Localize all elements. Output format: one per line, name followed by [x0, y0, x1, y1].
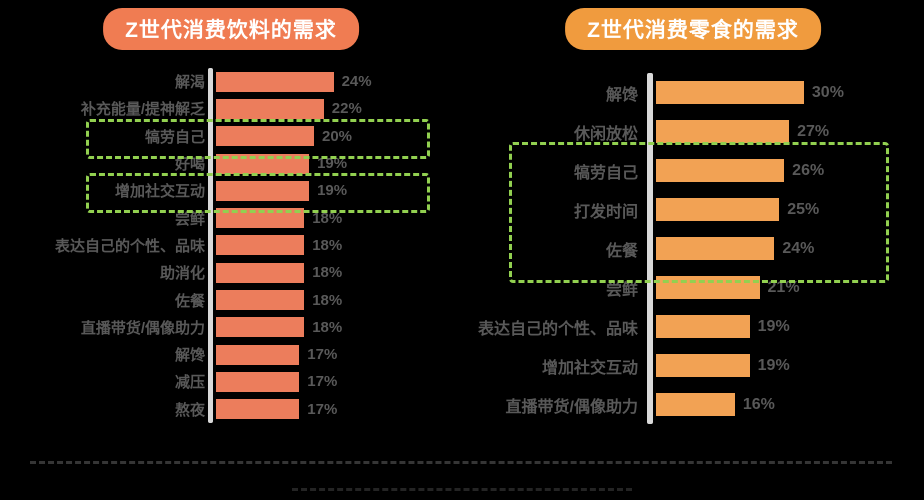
bar	[216, 371, 300, 392]
bar	[216, 235, 305, 256]
category-label: 佐餐	[605, 242, 638, 260]
category-label: 减压	[174, 374, 205, 392]
bar	[656, 315, 750, 338]
bar-row: 犒劳自己 26%	[462, 151, 924, 190]
bar	[656, 237, 775, 260]
category-label: 休闲放松	[573, 125, 638, 143]
bar	[216, 262, 305, 283]
axis-baseline	[647, 73, 653, 424]
value-label: 18%	[312, 318, 343, 336]
bar	[216, 98, 324, 119]
bar-row: 犒劳自己 20%	[0, 123, 462, 150]
bar	[216, 126, 314, 147]
bar-row: 补充能量/提神解乏 22%	[0, 95, 462, 122]
beverage-chart-title: Z世代消费饮料的需求	[103, 8, 359, 50]
bar-row: 尝鲜 21%	[462, 268, 924, 307]
bar-row: 直播带货/偶像助力 16%	[462, 385, 924, 424]
bar	[216, 317, 305, 338]
bar	[656, 393, 735, 416]
value-label: 30%	[811, 83, 844, 101]
value-label: 19%	[317, 155, 348, 173]
category-label: 熬夜	[174, 401, 205, 419]
bar-row: 好喝 19%	[0, 150, 462, 177]
footer-dashed-line-small	[292, 488, 632, 491]
value-label: 25%	[787, 200, 820, 218]
category-label: 补充能量/提神解乏	[80, 101, 205, 119]
bar-row: 尝鲜 18%	[0, 205, 462, 232]
bar-row: 增加社交互动 19%	[0, 177, 462, 204]
snack-demand-chart: Z世代消费零食的需求 解馋 30% 休闲放松 27% 犒劳自己 26% 打发时间 25% 佐餐 2…	[462, 0, 924, 500]
value-label: 18%	[312, 291, 343, 309]
snack-chart-title: Z世代消费零食的需求	[565, 8, 821, 50]
bar-row: 休闲放松 27%	[462, 112, 924, 151]
bar-row: 熬夜 17%	[0, 396, 462, 423]
beverage-demand-chart: Z世代消费饮料的需求 解渴 24% 补充能量/提神解乏 22% 犒劳自己 20% 好喝 19%…	[0, 8, 462, 423]
category-label: 打发时间	[573, 203, 638, 221]
value-label: 18%	[312, 264, 343, 282]
bar-row: 佐餐 18%	[0, 286, 462, 313]
bar-row: 佐餐 24%	[462, 229, 924, 268]
bar	[656, 198, 780, 221]
value-label: 19%	[757, 356, 790, 374]
bar	[216, 399, 300, 420]
category-label: 尝鲜	[174, 210, 205, 228]
bar	[216, 208, 305, 229]
category-label: 解馋	[174, 347, 205, 365]
category-label: 解馋	[605, 86, 638, 104]
footer-dashed-line	[30, 461, 892, 464]
bar-row: 减压 17%	[0, 368, 462, 395]
bar	[656, 120, 790, 143]
category-label: 直播带货/偶像助力	[505, 398, 638, 416]
bar-row: 增加社交互动 19%	[462, 346, 924, 385]
value-label: 17%	[307, 373, 338, 391]
bar	[216, 153, 310, 174]
bar-row: 解馋 17%	[0, 341, 462, 368]
bar	[216, 71, 334, 92]
category-label: 表达自己的个性、品味	[54, 237, 205, 255]
category-label: 增加社交互动	[114, 183, 205, 201]
bar-row: 表达自己的个性、品味 19%	[462, 307, 924, 346]
category-label: 尝鲜	[605, 281, 638, 299]
bar	[656, 81, 804, 104]
axis-baseline	[208, 68, 213, 423]
bar	[216, 344, 300, 365]
value-label: 18%	[312, 236, 343, 254]
value-label: 19%	[317, 182, 348, 200]
value-label: 17%	[307, 346, 338, 364]
bar	[656, 276, 760, 299]
category-label: 增加社交互动	[541, 359, 638, 377]
value-label: 24%	[782, 239, 815, 257]
bar-row: 助消化 18%	[0, 259, 462, 286]
value-label: 21%	[767, 278, 800, 296]
category-label: 表达自己的个性、品味	[477, 320, 638, 338]
value-label: 16%	[742, 395, 775, 413]
category-label: 直播带货/偶像助力	[80, 319, 205, 337]
value-label: 17%	[307, 400, 338, 418]
value-label: 19%	[757, 317, 790, 335]
value-label: 20%	[322, 127, 353, 145]
value-label: 27%	[797, 122, 830, 140]
category-label: 佐餐	[174, 292, 205, 310]
bar-row: 打发时间 25%	[462, 190, 924, 229]
bar-row: 解渴 24%	[0, 68, 462, 95]
bar	[656, 159, 785, 182]
bar-row: 表达自己的个性、品味 18%	[0, 232, 462, 259]
category-label: 助消化	[159, 265, 205, 283]
bar	[216, 290, 305, 311]
category-label: 解渴	[174, 74, 205, 92]
bar-row: 解馋 30%	[462, 73, 924, 112]
value-label: 26%	[792, 161, 825, 179]
bar-row: 直播带货/偶像助力 18%	[0, 314, 462, 341]
bar	[656, 354, 750, 377]
category-label: 犒劳自己	[144, 128, 205, 146]
category-label: 犒劳自己	[573, 164, 638, 182]
value-label: 22%	[331, 100, 362, 118]
value-label: 18%	[312, 209, 343, 227]
bar	[216, 180, 310, 201]
category-label: 好喝	[174, 156, 205, 174]
value-label: 24%	[341, 73, 372, 91]
